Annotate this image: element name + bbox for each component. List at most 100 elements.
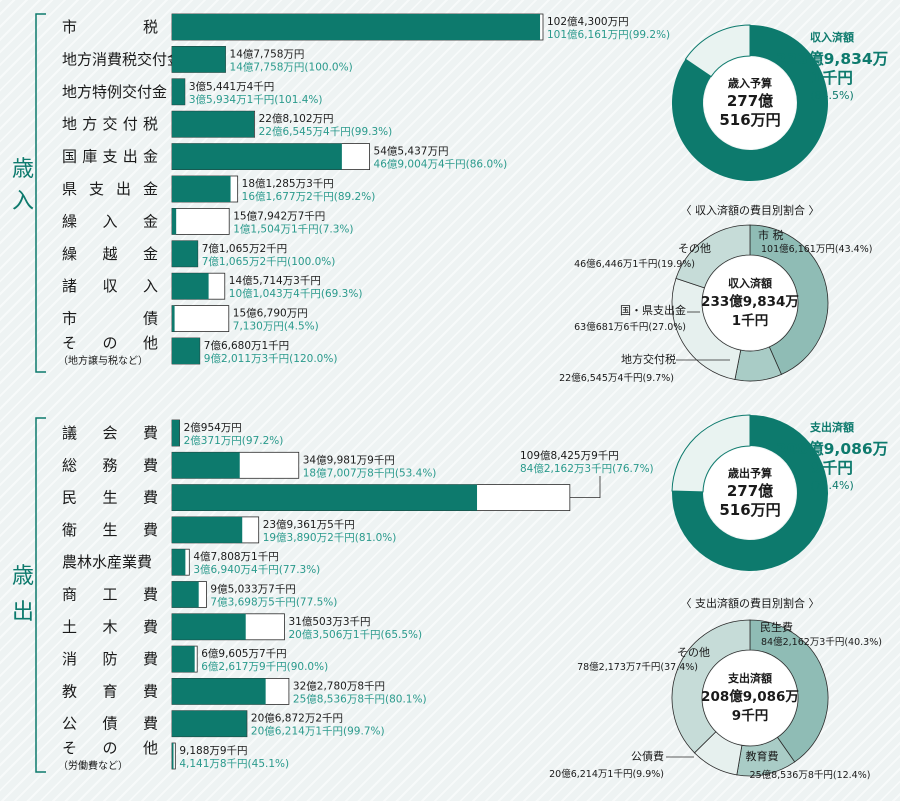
expenditure-row-label: 総務費 bbox=[62, 456, 158, 474]
revenue-budget-bar bbox=[171, 207, 230, 235]
expenditure-actual-value: 7億3,698万5千円(77.5%) bbox=[210, 596, 337, 609]
revenue-actual-value: 16億1,677万2千円(89.2%) bbox=[242, 190, 376, 203]
revenue-pie-slice-value: 46億6,446万1千円(19.9%) bbox=[574, 258, 695, 270]
revenue-budget-value: 7億6,680万1千円 bbox=[204, 339, 289, 352]
expenditure-actual-value: 18億7,007万8千円(53.4%) bbox=[303, 466, 437, 479]
revenue-actual-bar bbox=[172, 14, 541, 40]
revenue-pie-center bbox=[703, 256, 797, 350]
revenue-actual-value: 10億1,043万4千円(69.3%) bbox=[229, 287, 363, 300]
expenditure-actual-value: 2億371万円(97.2%) bbox=[184, 434, 284, 447]
revenue-budget-value: 15億7,942万7千円 bbox=[233, 209, 325, 222]
expenditure-donut-center bbox=[704, 447, 796, 539]
expenditure-pie-slice-label: 教育費 bbox=[746, 749, 779, 763]
revenue-actual-value: 22億6,545万4千円(99.3%) bbox=[259, 125, 393, 138]
revenue-budget-value: 102億4,300万円 bbox=[547, 15, 629, 28]
expenditure-row-label: 公債費 bbox=[62, 715, 158, 733]
expenditure-donut-done-line2: 9千円 bbox=[811, 459, 853, 477]
expenditure-donut-remaining-arc bbox=[671, 414, 751, 493]
revenue-pie-center-line2: 1千円 bbox=[732, 312, 768, 329]
expenditure-row-label: 農林水産業費 bbox=[62, 553, 152, 571]
revenue-row-label: 国庫支出金 bbox=[62, 148, 158, 166]
expenditure-pie-center bbox=[703, 651, 797, 745]
revenue-pie-center-line1: 233億9,834万 bbox=[701, 293, 799, 310]
revenue-actual-value: 46億9,004万4千円(86.0%) bbox=[374, 158, 508, 171]
revenue-actual-bar bbox=[172, 208, 177, 235]
expenditure-actual-bar bbox=[172, 678, 266, 705]
expenditure-budget-value: 109億8,425万9千円 bbox=[520, 449, 619, 462]
revenue-row-sublabel: （地方譲与税など） bbox=[58, 354, 148, 367]
expenditure-donut-done-arc bbox=[672, 415, 829, 571]
expenditure-row-label: 土木費 bbox=[62, 618, 158, 636]
expenditure-donut-done-pct: (75.4%) bbox=[810, 479, 854, 492]
revenue-budget-value: 54億5,437万円 bbox=[374, 145, 449, 158]
expenditure-actual-value: 84億2,162万3千円(76.7%) bbox=[520, 462, 654, 475]
revenue-row-label: 市債 bbox=[62, 310, 158, 328]
revenue-actual-value: 7億1,065万2千円(100.0%) bbox=[202, 255, 336, 268]
revenue-row-label: 地方交付税 bbox=[62, 115, 158, 133]
expenditure-row-label: 議会費 bbox=[62, 424, 158, 442]
revenue-pie-slice bbox=[749, 224, 829, 375]
revenue-row-label: 県支出金 bbox=[62, 180, 158, 198]
revenue-actual-bar bbox=[172, 143, 342, 170]
revenue-actual-bar bbox=[172, 338, 200, 364]
revenue-actual-bar bbox=[172, 46, 226, 73]
expenditure-row-label: 教育費 bbox=[62, 682, 158, 700]
expenditure-row-label: その他 bbox=[62, 739, 158, 757]
expenditure-pie-center-line1: 208億9,086万 bbox=[701, 688, 799, 705]
revenue-actual-bar bbox=[172, 78, 185, 105]
expenditure-budget-value: 4億7,808万1千円 bbox=[193, 550, 278, 563]
revenue-actual-value: 3億5,934万1千円(101.4%) bbox=[189, 93, 323, 106]
expenditure-budget-value: 6億9,605万7千円 bbox=[201, 647, 286, 660]
revenue-row-label: 繰越金 bbox=[62, 245, 158, 263]
revenue-donut-done-arc bbox=[672, 25, 829, 181]
expenditure-actual-value: 6億2,617万9千円(90.0%) bbox=[201, 660, 328, 673]
revenue-actual-bar bbox=[172, 273, 209, 300]
expenditure-budget-value: 32億2,780万8千円 bbox=[293, 679, 385, 692]
expenditure-pie-center-caption: 支出済額 bbox=[727, 671, 772, 685]
revenue-pie-slice-label: 国・県支出金 bbox=[620, 303, 686, 317]
expenditure-pie-slice-value: 84億2,162万3千円(40.3%) bbox=[761, 636, 882, 648]
revenue-donut-remaining-arc bbox=[684, 24, 751, 78]
revenue-budget-value: 14億5,714万3千円 bbox=[229, 274, 321, 287]
expenditure-pie-center-line2: 9千円 bbox=[732, 707, 768, 724]
revenue-donut-done-line1: 233億9,834万 bbox=[776, 49, 888, 68]
expenditure-actual-value: 20億3,506万1千円(65.5%) bbox=[288, 628, 422, 641]
revenue-actual-value: 101億6,161万円(99.2%) bbox=[547, 28, 670, 41]
expenditure-budget-value: 2億954万円 bbox=[184, 421, 242, 434]
expenditure-donut-done-label: 支出済額 bbox=[809, 420, 854, 434]
expenditure-actual-value: 3億6,940万4千円(77.3%) bbox=[193, 563, 320, 576]
revenue-actual-bar bbox=[172, 305, 175, 332]
revenue-budget-value: 15億6,790万円 bbox=[233, 307, 308, 320]
revenue-pie-title: 〈 収入済額の費目別割合 〉 bbox=[681, 203, 820, 217]
revenue-row-label: その他 bbox=[62, 334, 158, 352]
revenue-pie-slice bbox=[675, 224, 751, 289]
revenue-actual-value: 9億2,011万3千円(120.0%) bbox=[204, 352, 338, 365]
revenue-pie-slice-value: 22億6,545万4千円(9.7%) bbox=[559, 372, 674, 384]
expenditure-breakdown-pie: 〈 支出済額の費目別割合 〉支出済額 208億9,086万 9千円 民生費 84億2,1… bbox=[549, 596, 882, 781]
revenue-donut-center-line1: 277億 bbox=[727, 92, 773, 110]
revenue-donut-center bbox=[704, 57, 796, 149]
expenditure-section-label-2: 出 bbox=[12, 600, 34, 625]
expenditure-actual-bar bbox=[172, 710, 247, 737]
revenue-breakdown-pie: 〈 収入済額の費目別割合 〉収入済額 233億9,834万 1千円 市 税101億6,… bbox=[559, 203, 872, 384]
revenue-row-label: 市税 bbox=[62, 18, 158, 36]
expenditure-actual-bar bbox=[172, 646, 195, 673]
revenue-budget-value: 14億7,758万円 bbox=[230, 47, 305, 60]
revenue-row-label: 地方特例交付金 bbox=[62, 83, 167, 101]
revenue-pie-slice-label: 市 税 bbox=[758, 228, 784, 242]
expenditure-actual-bar bbox=[172, 743, 174, 769]
expenditure-actual-value: 25億8,536万8千円(80.1%) bbox=[293, 692, 427, 705]
expenditure-budget-value: 34億9,981万9千円 bbox=[303, 453, 395, 466]
revenue-row-label: 諸収入 bbox=[62, 277, 158, 295]
revenue-donut-done-pct: (84.5%) bbox=[810, 89, 854, 102]
expenditure-pie-slice-value: 78億2,173万7千円(37.4%) bbox=[577, 661, 698, 673]
expenditure-pie-slice-label: 民生費 bbox=[760, 620, 793, 634]
expenditure-donut-done-line1: 208億9,086万 bbox=[776, 439, 888, 458]
revenue-budget-value: 22億8,102万円 bbox=[259, 112, 334, 125]
revenue-section-label-2: 入 bbox=[12, 189, 34, 214]
expenditure-donut-center-line2: 516万円 bbox=[719, 501, 780, 519]
